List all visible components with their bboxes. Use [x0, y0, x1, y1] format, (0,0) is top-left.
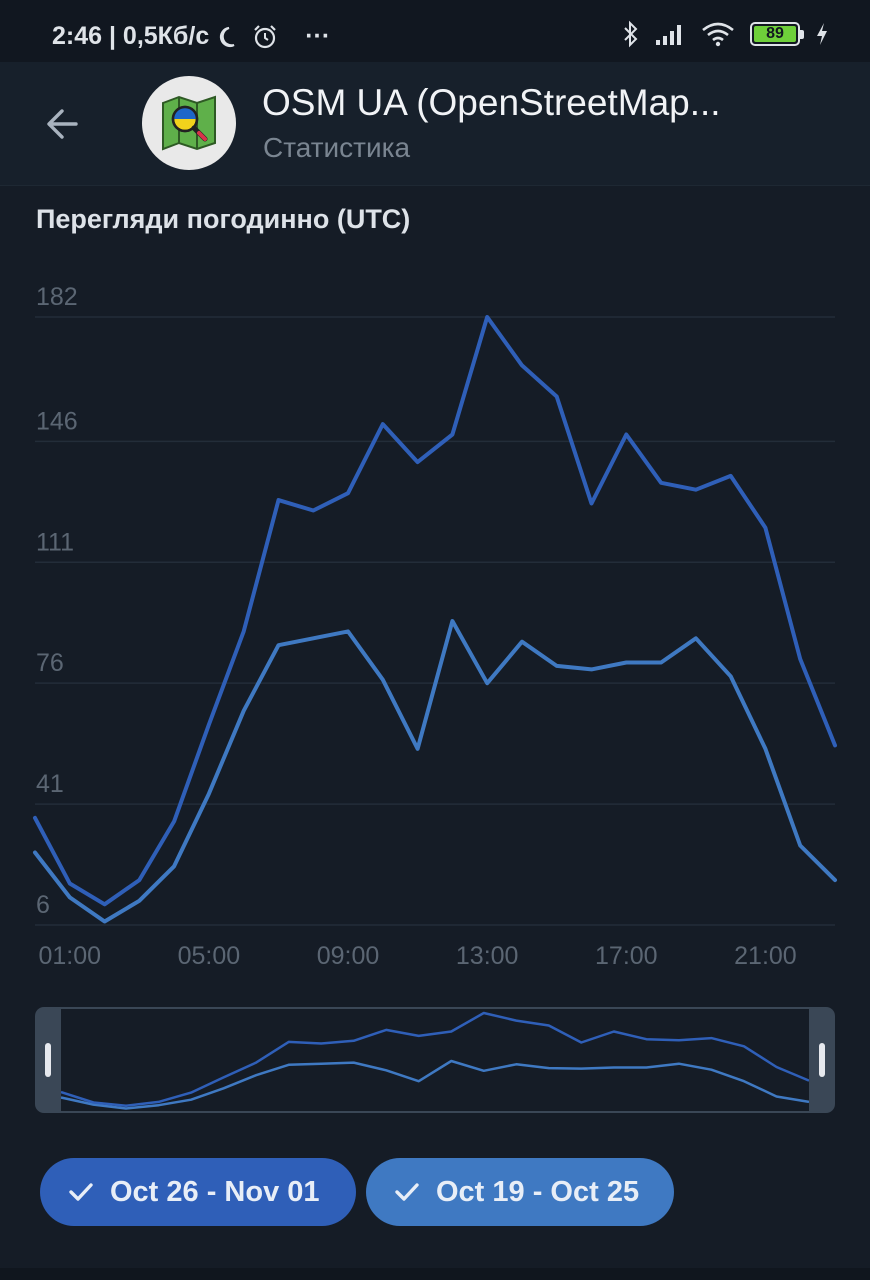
map-logo-icon — [162, 95, 216, 151]
status-right: 89 — [622, 20, 830, 48]
page-subtitle: Статистика — [263, 132, 411, 163]
y-tick-label: 182 — [36, 283, 78, 311]
range-navigator[interactable] — [35, 1007, 835, 1113]
arrow-left-icon — [47, 109, 78, 139]
channel-avatar[interactable] — [142, 76, 236, 170]
wifi-icon — [700, 21, 736, 47]
status-time-speed: 2:46 | 0,5Кб/с — [52, 22, 210, 50]
navigator-preview — [60, 1011, 810, 1110]
alarm-icon — [251, 23, 279, 51]
x-tick-label: 05:00 — [178, 942, 241, 970]
y-tick-label: 76 — [36, 649, 64, 677]
navigator-left-handle[interactable] — [35, 1007, 61, 1113]
signal-icon — [654, 22, 686, 46]
moon-icon — [217, 24, 243, 50]
x-tick-label: 13:00 — [456, 942, 519, 970]
series-line-1 — [33, 315, 837, 907]
check-icon — [390, 1175, 424, 1209]
navigator-right-handle[interactable] — [809, 1007, 835, 1113]
legend-toggle-series-2[interactable]: Oct 19 - Oct 25 — [366, 1158, 674, 1226]
status-left: 2:46 | 0,5Кб/с ··· — [52, 22, 330, 51]
navigator-window[interactable] — [61, 1007, 809, 1113]
x-tick-label: 21:00 — [734, 942, 797, 970]
hourly-views-chart[interactable]: 6 41 76 111 146 182 01:00 05:00 09:00 13:00 17:00 2… — [0, 270, 870, 970]
bottom-bar — [0, 1268, 870, 1280]
charging-icon — [814, 21, 830, 47]
battery-icon: 89 — [750, 22, 804, 46]
back-button[interactable] — [34, 96, 90, 152]
x-tick-label: 17:00 — [595, 942, 658, 970]
more-notifications-icon: ··· — [305, 22, 331, 50]
bluetooth-icon — [622, 20, 640, 48]
legend-label: Oct 26 - Nov 01 — [110, 1175, 320, 1208]
y-tick-label: 111 — [36, 528, 74, 556]
legend-label: Oct 19 - Oct 25 — [436, 1175, 640, 1208]
battery-level: 89 — [766, 25, 784, 42]
y-tick-label: 146 — [36, 407, 78, 435]
navigator-series-line — [60, 1059, 810, 1110]
channel-title: OSM UA (OpenStreetMap... — [262, 82, 721, 123]
check-icon — [64, 1175, 98, 1209]
status-bar: 2:46 | 0,5Кб/с ··· 89 — [0, 0, 870, 62]
chart-title: Перегляди погодинно (UTC) — [36, 204, 411, 234]
x-tick-label: 01:00 — [39, 942, 102, 970]
y-tick-label: 6 — [36, 891, 50, 919]
navigator-series-line — [60, 1011, 810, 1107]
y-tick-label: 41 — [36, 770, 64, 798]
legend-toggle-series-1[interactable]: Oct 26 - Nov 01 — [40, 1158, 356, 1226]
app-header: OSM UA (OpenStreetMap... Статистика — [0, 62, 870, 186]
x-tick-label: 09:00 — [317, 942, 380, 970]
series-line-2 — [33, 619, 837, 924]
